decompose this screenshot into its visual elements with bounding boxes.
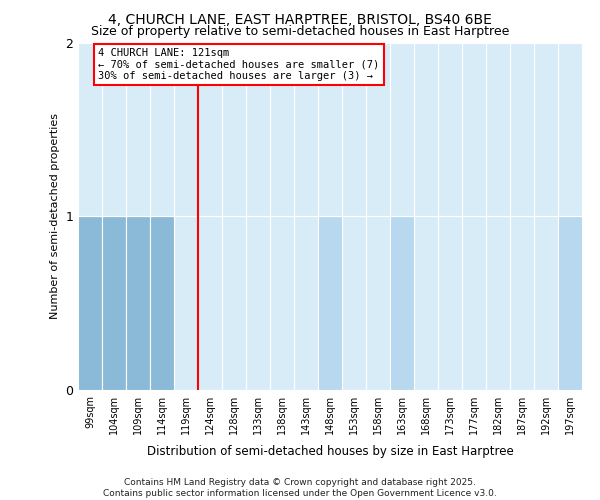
Bar [318,216,342,390]
Y-axis label: Number of semi-detached properties: Number of semi-detached properties [50,114,59,320]
Bar [150,216,174,390]
Bar [462,42,486,390]
Bar [222,42,246,390]
Bar [366,42,390,390]
Bar [102,42,126,390]
Bar [510,42,534,390]
Bar [342,42,366,390]
Bar [414,42,438,390]
Bar [486,42,510,390]
Bar [126,42,150,390]
Bar [198,42,222,390]
Bar [126,216,150,390]
Text: 4, CHURCH LANE, EAST HARPTREE, BRISTOL, BS40 6BE: 4, CHURCH LANE, EAST HARPTREE, BRISTOL, … [108,12,492,26]
Text: 4 CHURCH LANE: 121sqm
← 70% of semi-detached houses are smaller (7)
30% of semi-: 4 CHURCH LANE: 121sqm ← 70% of semi-deta… [98,48,380,81]
Bar [534,42,558,390]
Bar [78,216,102,390]
Bar [294,42,318,390]
Bar [558,42,582,390]
Bar [390,42,414,390]
Bar [318,42,342,390]
Bar [270,42,294,390]
Bar [174,42,198,390]
Bar [246,42,270,390]
Bar [150,42,174,390]
Bar [390,216,414,390]
Bar [438,42,462,390]
Text: Size of property relative to semi-detached houses in East Harptree: Size of property relative to semi-detach… [91,25,509,38]
X-axis label: Distribution of semi-detached houses by size in East Harptree: Distribution of semi-detached houses by … [146,446,514,458]
Bar [102,216,126,390]
Bar [558,216,582,390]
Bar [78,42,102,390]
Text: Contains HM Land Registry data © Crown copyright and database right 2025.
Contai: Contains HM Land Registry data © Crown c… [103,478,497,498]
